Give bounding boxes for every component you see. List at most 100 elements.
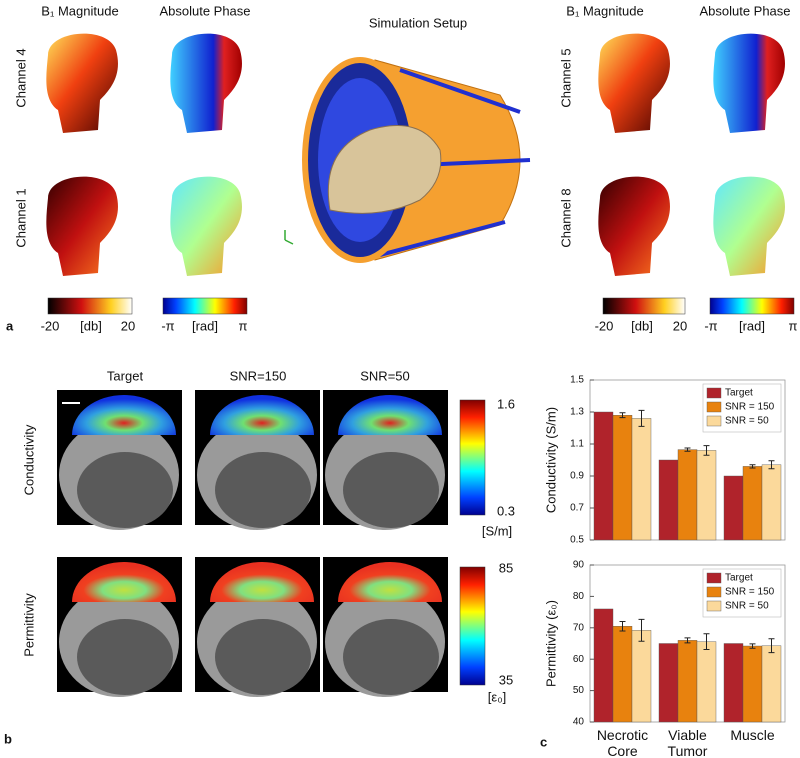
channel-label: Channel 4	[13, 48, 28, 107]
legend-swatch	[706, 415, 722, 427]
colorbar	[459, 399, 486, 516]
legend-label: Target	[725, 573, 753, 584]
bar	[658, 459, 679, 541]
colorbar	[602, 297, 686, 315]
scale-label: 20	[673, 318, 687, 333]
x-tick-label: Necrotic Core	[596, 727, 649, 758]
y-tick-label: 60	[573, 654, 585, 665]
column-header: SNR=150	[230, 368, 287, 383]
bar	[658, 643, 679, 723]
scale-label: -π	[704, 318, 717, 333]
phase-map	[170, 176, 242, 276]
legend-swatch	[706, 600, 722, 612]
scale-label: [rad]	[739, 318, 765, 333]
y-tick-label: 0.5	[570, 535, 584, 546]
y-tick-label: 1.5	[570, 375, 584, 386]
legend-swatch	[706, 572, 722, 584]
scale-label: [rad]	[192, 318, 218, 333]
phase-title: Absolute Phase	[699, 3, 790, 18]
colorbar	[709, 297, 795, 315]
bar	[677, 640, 698, 723]
legend-label: SNR = 150	[725, 402, 775, 413]
panel-label: a	[6, 318, 14, 333]
legend-label: SNR = 150	[725, 587, 775, 598]
scale-label: -π	[161, 318, 174, 333]
error-bar	[638, 409, 645, 427]
y-tick-label: 0.9	[570, 471, 584, 482]
y-axis-label: Permittivity (ε₀)	[543, 600, 558, 687]
colorbar	[459, 566, 486, 686]
panel-label: c	[540, 734, 547, 749]
bar	[742, 466, 763, 541]
error-bar	[619, 621, 626, 632]
x-tick-label: Muscle	[730, 727, 775, 743]
legend-label: SNR = 50	[725, 416, 769, 427]
bar	[723, 643, 744, 723]
error-bar	[638, 618, 645, 642]
bar	[677, 449, 698, 541]
scale-label: π	[239, 318, 248, 333]
permittivity-maps	[57, 557, 448, 697]
y-tick-label: 0.7	[570, 503, 584, 514]
phase-map	[713, 33, 785, 133]
y-tick-label: 50	[573, 685, 585, 696]
bar	[593, 608, 614, 723]
scale-label: [S/m]	[482, 523, 512, 538]
y-tick-label: 40	[573, 717, 585, 728]
channel-label: Channel 8	[558, 188, 573, 247]
phase-title: Absolute Phase	[159, 3, 250, 18]
y-axis-label: Conductivity (S/m)	[543, 407, 558, 513]
bar	[593, 411, 614, 541]
error-bar	[684, 447, 691, 452]
magnitude-map	[46, 33, 118, 133]
scale-label: [ε₀]	[488, 689, 506, 704]
error-bar	[619, 412, 626, 419]
bar	[742, 645, 763, 723]
channel-label: Channel 5	[558, 48, 573, 107]
bar	[761, 645, 782, 723]
panel-label: b	[4, 731, 12, 746]
bar	[696, 450, 717, 541]
scale-label: [db]	[631, 318, 653, 333]
phase-map	[170, 33, 242, 133]
legend-label: SNR = 50	[725, 601, 769, 612]
legend-swatch	[706, 586, 722, 598]
error-bar	[749, 643, 756, 649]
legend-swatch	[706, 401, 722, 413]
colorbar	[47, 297, 133, 315]
setup-title: Simulation Setup	[369, 15, 467, 30]
scale-label: -20	[595, 318, 614, 333]
scale-label: 0.3	[497, 503, 515, 518]
row-label: Conductivity	[21, 424, 36, 495]
scale-label: π	[789, 318, 798, 333]
y-tick-label: 80	[573, 591, 585, 602]
bar	[761, 464, 782, 541]
x-tick-label: Viable Tumor	[667, 727, 708, 758]
magnitude-map	[46, 176, 118, 276]
y-tick-label: 70	[573, 622, 585, 633]
magnitude-title: B₁ Magnitude	[41, 3, 118, 18]
bar	[612, 626, 633, 723]
conductivity-maps	[57, 390, 448, 530]
bar	[696, 641, 717, 723]
scale-label: 1.6	[497, 396, 515, 411]
magnitude-map	[598, 176, 670, 276]
magnitude-title: B₁ Magnitude	[566, 3, 643, 18]
bar	[612, 415, 633, 541]
legend-swatch	[706, 387, 722, 399]
scale-label: 85	[499, 560, 513, 575]
error-bar	[749, 464, 756, 469]
magnitude-map	[598, 33, 670, 133]
scale-label: 20	[121, 318, 135, 333]
error-bar	[703, 445, 710, 456]
error-bar	[703, 633, 710, 650]
coil-illustration	[284, 57, 531, 263]
channel-label: Channel 1	[13, 188, 28, 247]
bar	[631, 418, 652, 541]
legend-label: Target	[725, 388, 753, 399]
y-tick-label: 1.3	[570, 407, 584, 418]
bar	[723, 475, 744, 541]
error-bar	[684, 637, 691, 644]
column-header: SNR=50	[360, 368, 410, 383]
